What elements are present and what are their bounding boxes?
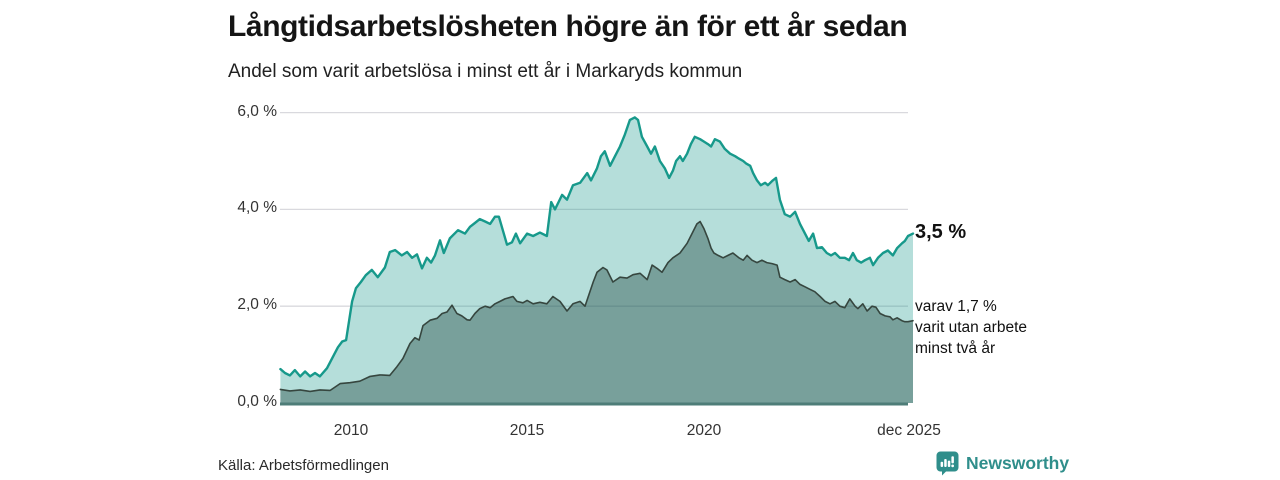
annotation-line-2: varit utan arbete: [915, 319, 1028, 336]
page-title: Långtidsarbetslösheten högre än för ett …: [228, 10, 908, 43]
x-tick-2020: 2020: [686, 422, 722, 439]
newsworthy-logo-icon: [936, 451, 959, 480]
x-tick-dec-2025: dec 2025: [877, 422, 941, 439]
annotation-line-3: minst två år: [915, 340, 996, 357]
source-credit: Källa: Arbetsförmedlingen: [218, 457, 389, 474]
x-tick-2010: 2010: [333, 422, 369, 439]
chart-subtitle: Andel som varit arbetslösa i minst ett å…: [228, 61, 743, 82]
newsworthy-brand-name: Newsworthy: [966, 453, 1070, 473]
x-tick-2015: 2015: [509, 422, 545, 439]
y-tick-0: 0,0 %: [237, 393, 277, 410]
annotation-line-1: varav 1,7 %: [915, 298, 997, 315]
y-tick-6: 6,0 %: [237, 103, 277, 120]
total-series-end-value: 3,5 %: [915, 221, 967, 243]
y-tick-2: 2,0 %: [237, 296, 277, 313]
newsworthy-brand: Newsworthy: [936, 451, 1069, 480]
dark-series-annotation: varav 1,7 % varit utan arbete minst två …: [915, 296, 1027, 359]
y-tick-4: 4,0 %: [237, 199, 277, 216]
